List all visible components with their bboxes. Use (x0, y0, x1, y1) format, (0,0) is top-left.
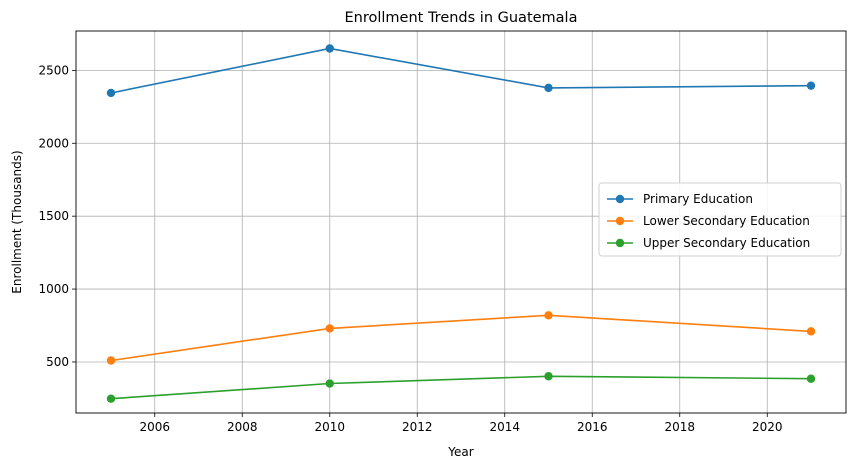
y-axis-label: Enrollment (Thousands) (10, 150, 24, 293)
data-point (325, 324, 334, 333)
x-tick-label: 2020 (752, 420, 783, 434)
legend-label: Lower Secondary Education (643, 214, 810, 228)
legend-marker (615, 216, 625, 226)
legend-marker (615, 194, 625, 204)
series-line (110, 47, 812, 94)
legend: Primary Education Lower Secondary Educati… (598, 182, 842, 257)
data-point (106, 356, 116, 365)
x-tick-label: 2010 (314, 420, 345, 434)
legend-marker (615, 238, 625, 248)
data-point (325, 379, 334, 388)
x-axis: 2006 2008 2010 2012 2014 2016 2018 2020 (139, 413, 783, 434)
y-tick-label: 500 (46, 355, 69, 369)
data-point (544, 372, 553, 381)
plot-area-frame (75, 30, 847, 414)
data-point (806, 81, 816, 90)
chart-title: Enrollment Trends in Guatemala (345, 10, 578, 26)
series-line (110, 314, 812, 362)
series-line (110, 375, 812, 400)
x-tick-label: 2012 (402, 420, 433, 434)
legend-label: Upper Secondary Education (643, 236, 810, 250)
x-tick-label: 2018 (664, 420, 695, 434)
x-tick-label: 2014 (489, 420, 520, 434)
legend-box (598, 182, 842, 257)
y-axis: 500 1000 1500 2000 2500 (38, 63, 76, 369)
x-tick-label: 2016 (577, 420, 608, 434)
data-point (806, 327, 816, 336)
y-tick-label: 1000 (38, 282, 69, 296)
series-group (106, 44, 816, 403)
legend-label: Primary Education (643, 192, 753, 206)
data-point (106, 394, 116, 403)
y-tick-label: 1500 (38, 209, 69, 223)
data-point (544, 83, 553, 93)
x-tick-label: 2008 (227, 420, 258, 434)
y-tick-label: 2000 (38, 136, 69, 150)
x-axis-label: Year (447, 445, 473, 459)
x-tick-label: 2006 (139, 420, 170, 434)
data-point (325, 44, 334, 53)
data-point (106, 88, 116, 98)
y-tick-label: 2500 (38, 63, 69, 77)
data-point (544, 311, 553, 320)
data-point (806, 374, 816, 383)
